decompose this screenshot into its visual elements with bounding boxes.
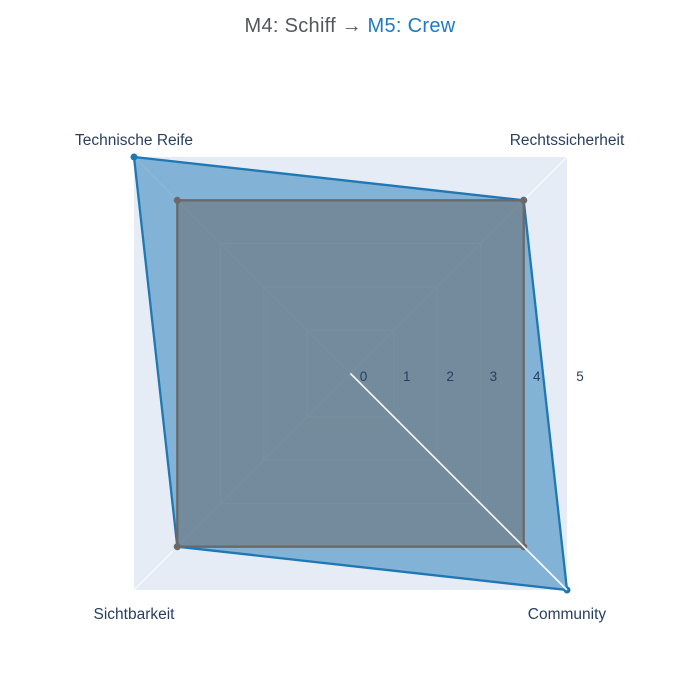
chart-title-target: M5: Crew: [367, 15, 456, 37]
data-point-marker: [173, 543, 181, 551]
radial-tick-label: 4: [533, 369, 541, 384]
data-point-marker: [520, 196, 528, 204]
category-label-rechtssicherheit: Rechtssicherheit: [510, 132, 625, 149]
category-label-sichtbarkeit: Sichtbarkeit: [94, 606, 176, 623]
chart-title: M4: Schiff → M5: Crew: [0, 15, 700, 38]
radial-tick-label: 5: [576, 369, 584, 384]
category-label-technische-reife: Technische Reife: [75, 132, 193, 149]
radial-tick-label: 1: [403, 369, 411, 384]
radial-tick-label: 3: [490, 369, 498, 384]
data-point-marker: [173, 196, 181, 204]
chart-title-arrow-icon: →: [341, 15, 362, 37]
radial-axis-line: [349, 372, 568, 591]
data-point-marker: [130, 153, 138, 161]
category-label-community: Community: [528, 606, 607, 623]
chart-title-source: M4: Schiff: [244, 15, 337, 37]
radial-tick-label: 2: [446, 369, 454, 384]
radial-tick-label: 0: [360, 369, 368, 384]
